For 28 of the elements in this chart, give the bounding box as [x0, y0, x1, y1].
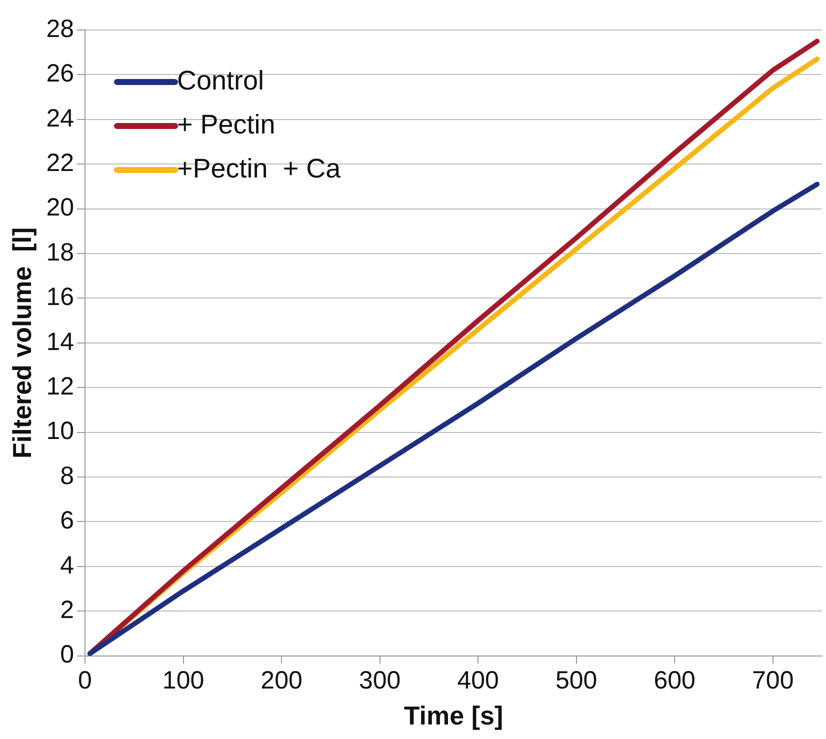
y-tick-label: 10	[46, 417, 74, 446]
x-tick-label: 300	[358, 666, 401, 695]
y-tick-label: 4	[60, 551, 74, 580]
x-tick-label: 0	[78, 666, 92, 695]
y-tick-label: 16	[46, 283, 74, 312]
x-tick-label: 500	[555, 666, 598, 695]
y-tick-label: 18	[46, 238, 74, 266]
y-tick-label: 2	[60, 596, 74, 624]
x-tick-label: 100	[162, 666, 204, 695]
y-tick-label: 12	[46, 372, 74, 400]
y-tick-label: 14	[46, 328, 74, 356]
y-tick-label: 26	[46, 60, 74, 88]
x-tick-label: 200	[260, 666, 302, 695]
y-tick-label: 0	[60, 640, 74, 669]
legend-label: Control	[177, 65, 264, 96]
x-axis-title: Time [s]	[404, 700, 504, 731]
y-axis-title: Filtered volume [l]	[6, 227, 37, 458]
x-tick-label: 400	[457, 666, 499, 695]
y-tick-label: 22	[46, 148, 74, 177]
y-tick-label: 8	[60, 462, 74, 490]
x-tick-label: 600	[654, 666, 696, 695]
y-tick-label: 24	[46, 104, 74, 132]
y-tick-label: 20	[46, 194, 74, 222]
legend-label: +Pectin + Ca	[177, 153, 342, 184]
legend-label: + Pectin	[177, 109, 276, 140]
y-tick-label: 28	[46, 14, 74, 43]
x-tick-label: 700	[752, 666, 794, 695]
y-tick-label: 6	[60, 506, 74, 535]
